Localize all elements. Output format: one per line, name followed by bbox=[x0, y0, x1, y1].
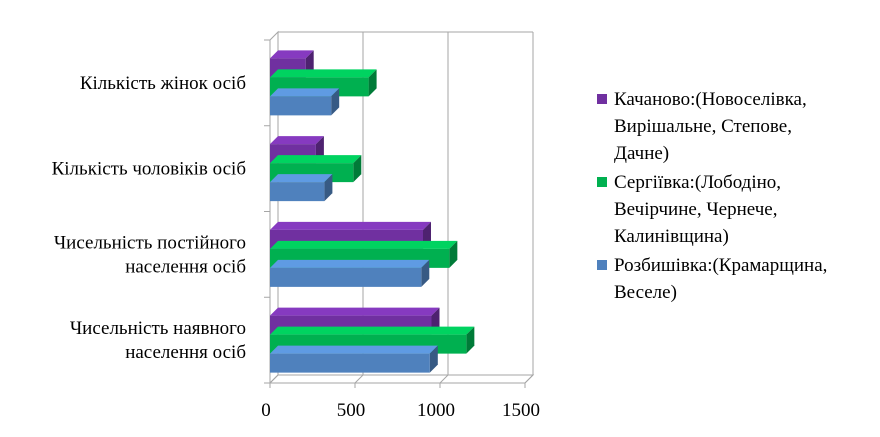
bar-top-face bbox=[270, 259, 430, 268]
category-label: населення осіб bbox=[125, 342, 246, 363]
floor bbox=[268, 374, 535, 384]
bar-front-face bbox=[270, 267, 422, 287]
category-label: Чисельність наявного bbox=[70, 318, 246, 339]
bar-side-face bbox=[421, 259, 430, 287]
category-label: Кількість жінок осіб bbox=[80, 73, 246, 94]
legend-item: Сергіївка:(Лободіно, Вечірчине, Чернече, К… bbox=[597, 172, 781, 247]
bar-front-face bbox=[270, 182, 325, 202]
x-tick-label: 1500 bbox=[502, 400, 540, 421]
legend-label: Вирішальне, Степове, bbox=[614, 116, 792, 137]
bar bbox=[270, 88, 340, 116]
legend-swatch bbox=[597, 260, 607, 270]
bar-top-face bbox=[270, 155, 362, 164]
floor-gridline bbox=[354, 374, 364, 384]
bar-top-face bbox=[270, 240, 458, 249]
bar-top-face bbox=[270, 88, 340, 97]
bar-top-face bbox=[270, 174, 333, 183]
category-labels: Чисельність наявного населення осіб Чисель… bbox=[52, 73, 246, 363]
bar-front-face bbox=[270, 353, 430, 373]
floor-gridline bbox=[269, 374, 279, 384]
x-tick-label: 500 bbox=[337, 400, 366, 421]
axes bbox=[264, 39, 526, 388]
bar-top-face bbox=[270, 136, 324, 145]
legend-item: Качаново:(Новоселівка, Вирішальне, Степов… bbox=[597, 89, 807, 164]
legend-item: Розбишівка:(Крамарщина, Веселе) bbox=[597, 255, 827, 303]
legend-label: Вечірчине, Чернече, bbox=[614, 199, 777, 220]
bar-top-face bbox=[270, 307, 440, 316]
bar-side-face bbox=[331, 88, 340, 116]
bar-side-face bbox=[429, 345, 438, 373]
x-tick-label: 1000 bbox=[417, 400, 455, 421]
floor-gridline bbox=[524, 374, 534, 384]
legend-swatch bbox=[597, 177, 607, 187]
bar bbox=[270, 259, 430, 287]
legend-label: Веселе) bbox=[614, 282, 677, 303]
legend-label: Розбишівка:(Крамарщина, bbox=[614, 255, 827, 276]
legend: Качаново:(Новоселівка, Вирішальне, Степов… bbox=[597, 89, 827, 303]
bar bbox=[270, 174, 333, 202]
legend-label: Сергіївка:(Лободіно, bbox=[614, 172, 781, 193]
bar-top-face bbox=[270, 50, 314, 59]
x-tick-label: 0 bbox=[261, 400, 271, 421]
bar-side-face bbox=[353, 155, 362, 183]
bar-side-face bbox=[466, 326, 475, 354]
bar-top-face bbox=[270, 345, 438, 354]
category-label: Кількість чоловіків осіб bbox=[52, 159, 246, 180]
legend-label: Качаново:(Новоселівка, bbox=[614, 89, 807, 110]
bar-top-face bbox=[270, 221, 431, 230]
category-label: Чисельність постійного bbox=[54, 232, 246, 253]
bar-side-face bbox=[449, 240, 458, 268]
bar-side-face bbox=[324, 174, 333, 202]
bar bbox=[270, 345, 438, 373]
bar-side-face bbox=[368, 69, 377, 97]
bar-top-face bbox=[270, 69, 377, 78]
legend-label: Дачне) bbox=[614, 143, 669, 164]
category-label: населення осіб bbox=[125, 256, 246, 277]
bar-front-face bbox=[270, 96, 332, 116]
floor-gridline bbox=[439, 374, 449, 384]
x-tick-labels: 0 500 1000 1500 bbox=[261, 400, 540, 421]
bars bbox=[270, 50, 475, 373]
legend-label: Калинівщина) bbox=[614, 226, 729, 247]
bar-top-face bbox=[270, 326, 475, 335]
legend-swatch bbox=[597, 94, 607, 104]
